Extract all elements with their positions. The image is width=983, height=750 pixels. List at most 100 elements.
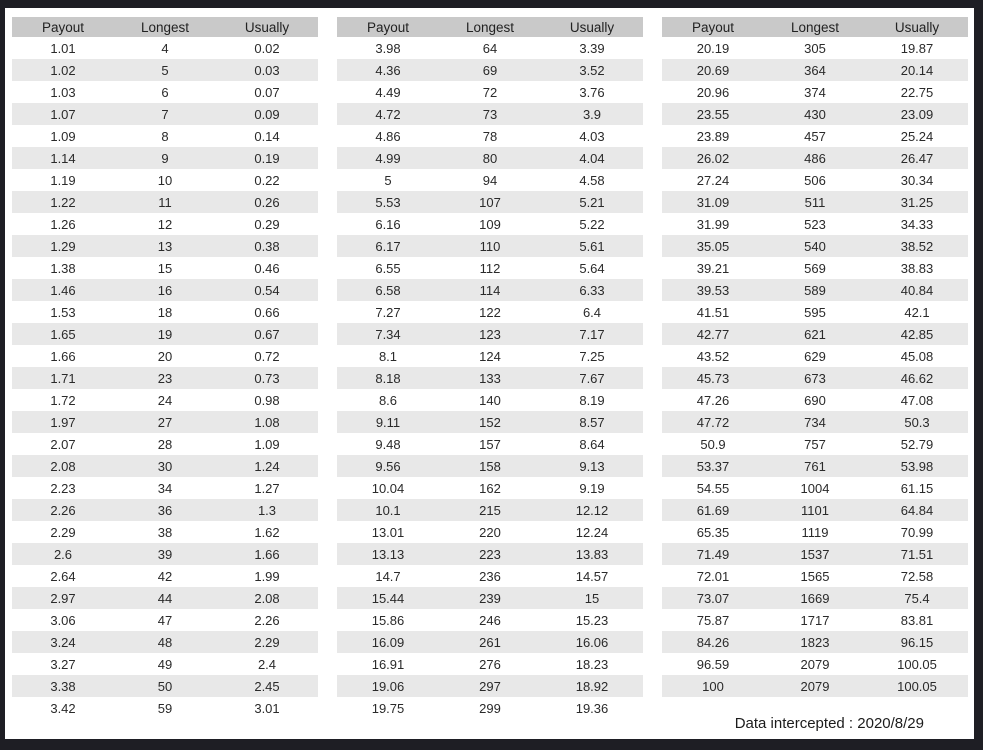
cell-longest: 69 [439, 59, 541, 81]
header-row: Payout Longest Usually [662, 17, 968, 37]
cell-payout: 47.72 [662, 411, 764, 433]
cell-longest: 36 [114, 499, 216, 521]
column-header-longest: Longest [439, 17, 541, 37]
cell-usually: 2.08 [216, 587, 318, 609]
payout-table-1: Payout Longest Usually 1.01 4 0.02 1.02 5 0.03 1.… [12, 17, 318, 719]
table-row: 23.89 457 25.24 [662, 125, 968, 147]
cell-payout: 61.69 [662, 499, 764, 521]
cell-usually: 26.47 [866, 147, 968, 169]
cell-payout: 2.29 [50, 524, 76, 540]
cell-usually: 70.99 [900, 524, 934, 540]
tables-row: Payout Longest Usually 1.01 4 0.02 1.02 5 0.03 1.… [12, 17, 968, 719]
cell-longest: 364 [764, 59, 866, 81]
cell-payout: 1.65 [12, 323, 114, 345]
cell-usually: 7.67 [541, 367, 643, 389]
table-row: 16.91 276 18.23 [337, 653, 643, 675]
cell-payout: 1.22 [12, 191, 114, 213]
cell-payout: 2.08 [12, 455, 114, 477]
cell-longest: 24 [157, 392, 173, 408]
cell-usually: 8.64 [579, 436, 605, 452]
cell-usually: 0.22 [254, 172, 280, 188]
cell-longest: 673 [764, 367, 866, 389]
cell-payout: 1.14 [12, 147, 114, 169]
cell-payout: 100 [662, 675, 764, 697]
cell-longest: 2079 [800, 656, 830, 672]
cell-usually: 1.62 [254, 524, 280, 540]
column-header-payout: Payout [337, 17, 439, 37]
cell-payout: 75.87 [696, 612, 730, 628]
cell-usually: 1.27 [254, 480, 280, 496]
payout-table-2: Payout Longest Usually 3.98 64 3.39 4.36 69 3.52… [337, 17, 643, 719]
cell-usually: 100.05 [897, 656, 937, 672]
cell-longest: 569 [804, 260, 826, 276]
cell-longest: 246 [479, 612, 501, 628]
cell-usually: 12.12 [541, 499, 643, 521]
cell-usually: 3.39 [579, 40, 605, 56]
cell-longest: 94 [482, 172, 498, 188]
table-row: 1.14 9 0.19 [12, 147, 318, 169]
cell-longest: 276 [479, 656, 501, 672]
cell-payout: 16.91 [371, 656, 405, 672]
cell-usually: 4.58 [579, 172, 605, 188]
cell-usually: 2.45 [216, 675, 318, 697]
cell-usually: 1.3 [216, 499, 318, 521]
cell-usually: 0.02 [254, 40, 280, 56]
cell-longest: 12 [157, 216, 173, 232]
table-row: 10.04 162 9.19 [337, 477, 643, 499]
cell-usually: 52.79 [900, 436, 934, 452]
cell-longest: 374 [804, 84, 826, 100]
cell-usually: 46.62 [866, 367, 968, 389]
table-row: 8.18 133 7.67 [337, 367, 643, 389]
table-row: 1.66 20 0.72 [12, 345, 318, 367]
cell-payout: 8.1 [378, 348, 398, 364]
table-row: 39.53 589 40.84 [662, 279, 968, 301]
cell-longest: 4 [161, 40, 169, 56]
cell-usually: 50.3 [866, 411, 968, 433]
cell-payout: 19.06 [337, 675, 439, 697]
cell-usually: 0.73 [216, 367, 318, 389]
cell-longest: 158 [439, 455, 541, 477]
table-row: 50.9 757 52.79 [662, 433, 968, 455]
cell-usually: 1.24 [216, 455, 318, 477]
cell-usually: 38.83 [900, 260, 934, 276]
cell-longest: 511 [764, 191, 866, 213]
cell-payout: 1.66 [50, 348, 76, 364]
table-row: 9.48 157 8.64 [337, 433, 643, 455]
cell-payout: 96.59 [696, 656, 730, 672]
table-row: 4.49 72 3.76 [337, 81, 643, 103]
cell-longest: 2079 [764, 675, 866, 697]
table-row: 7.27 122 6.4 [337, 301, 643, 323]
cell-longest: 19 [114, 323, 216, 345]
cell-longest: 595 [804, 304, 826, 320]
table-row: 23.55 430 23.09 [662, 103, 968, 125]
cell-payout: 3.42 [50, 700, 76, 716]
cell-longest: 13 [114, 235, 216, 257]
cell-usually: 3.52 [541, 59, 643, 81]
cell-longest: 162 [479, 480, 501, 496]
cell-longest: 72 [482, 84, 498, 100]
table-row: 61.69 1101 64.84 [662, 499, 968, 521]
cell-longest: 44 [114, 587, 216, 609]
table-row: 6.17 110 5.61 [337, 235, 643, 257]
cell-usually: 0.46 [254, 260, 280, 276]
cell-longest: 124 [479, 348, 501, 364]
cell-longest: 48 [114, 631, 216, 653]
cell-usually: 47.08 [900, 392, 934, 408]
table-row: 75.87 1717 83.81 [662, 609, 968, 631]
cell-usually: 30.34 [900, 172, 934, 188]
cell-longest: 109 [479, 216, 501, 232]
cell-longest: 50 [114, 675, 216, 697]
cell-usually: 96.15 [866, 631, 968, 653]
cell-usually: 18.23 [575, 656, 609, 672]
table-row: 1.01 4 0.02 [12, 37, 318, 59]
cell-longest: 133 [439, 367, 541, 389]
cell-usually: 45.08 [900, 348, 934, 364]
cell-payout: 10.04 [371, 480, 405, 496]
table-row: 3.06 47 2.26 [12, 609, 318, 631]
cell-usually: 34.33 [900, 216, 934, 232]
table-row: 1.29 13 0.38 [12, 235, 318, 257]
table-row: 71.49 1537 71.51 [662, 543, 968, 565]
cell-payout: 20.69 [662, 59, 764, 81]
cell-longest: 6 [161, 84, 169, 100]
cell-usually: 0.72 [254, 348, 280, 364]
